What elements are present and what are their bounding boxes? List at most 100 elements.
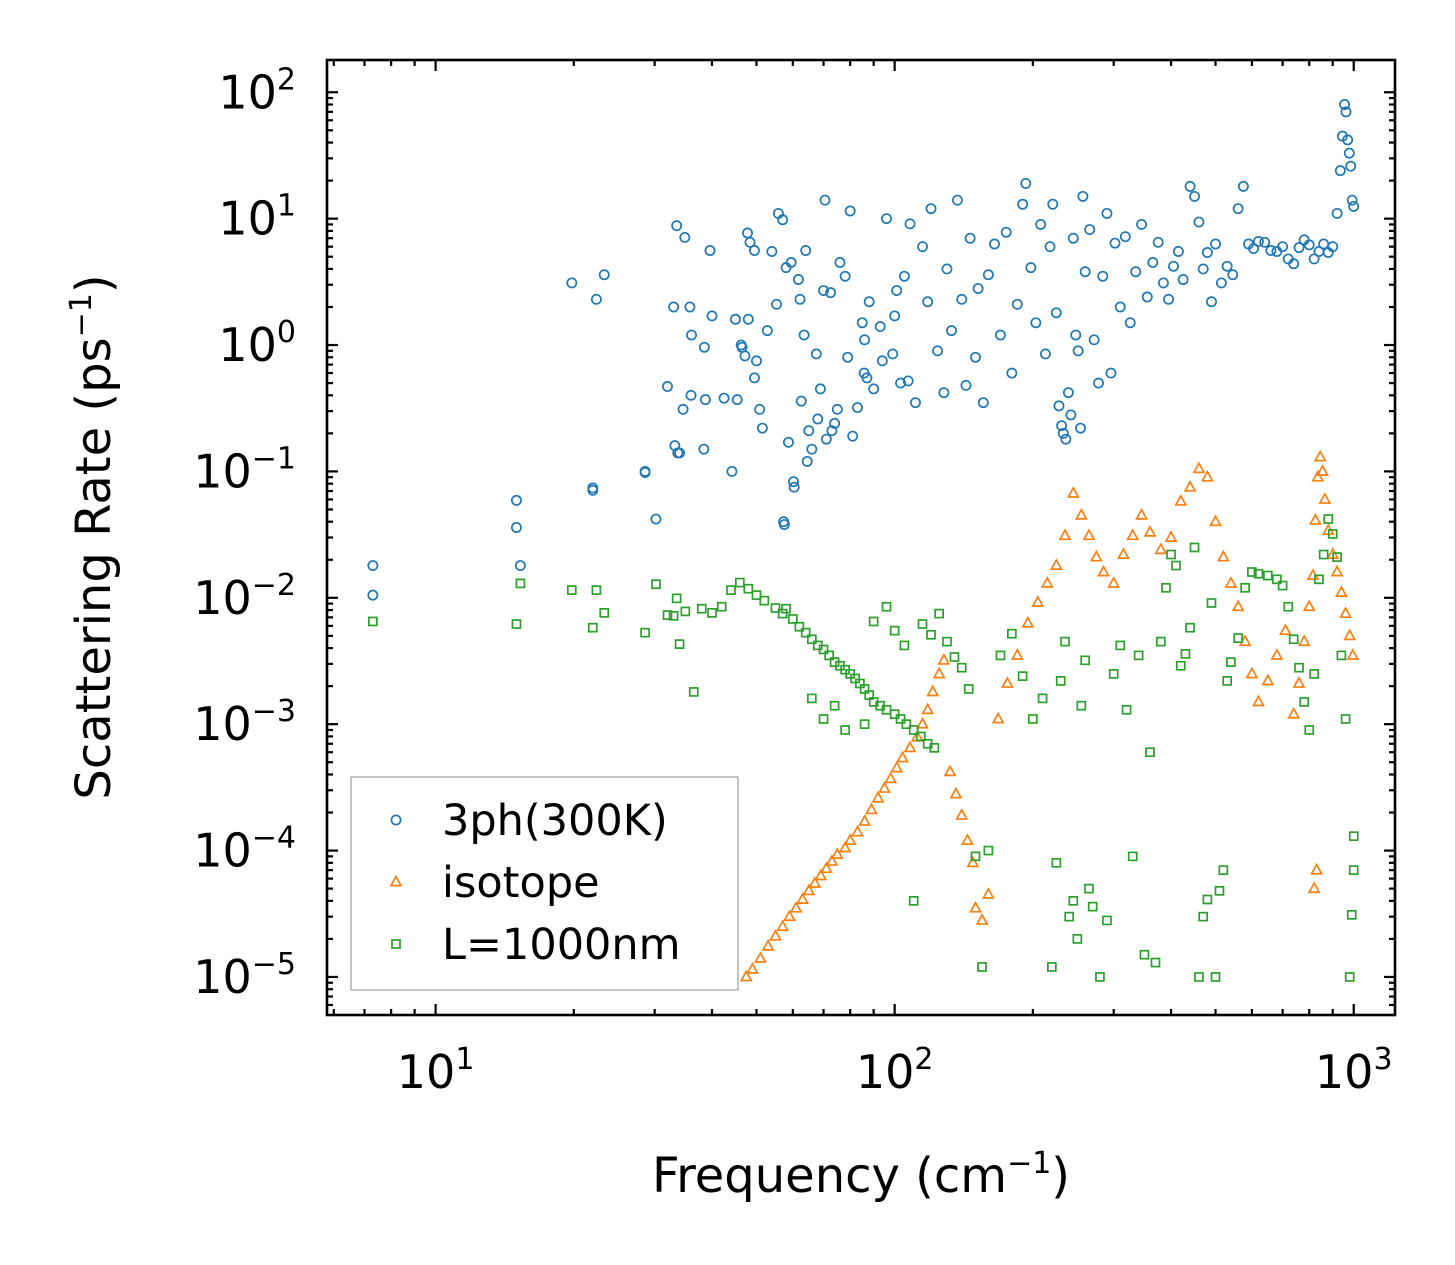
data-point	[1221, 260, 1233, 272]
data-point	[1336, 650, 1347, 661]
data-point	[1307, 881, 1321, 894]
data-point	[1163, 293, 1174, 305]
data-point	[599, 608, 610, 618]
data-point	[707, 608, 717, 618]
data-point	[771, 298, 783, 310]
data-point	[744, 236, 756, 248]
data-point	[887, 348, 899, 360]
data-point	[1192, 461, 1206, 474]
data-point	[591, 585, 602, 595]
data-point	[1126, 528, 1140, 541]
data-point	[902, 375, 914, 387]
data-point	[759, 595, 770, 606]
data-point	[970, 851, 981, 862]
data-point	[1115, 640, 1126, 651]
data-point	[766, 246, 778, 257]
data-point	[756, 422, 768, 434]
data-point	[904, 218, 916, 230]
data-point	[671, 593, 682, 604]
data-point	[1197, 263, 1209, 275]
data-point	[1248, 243, 1259, 254]
data-point	[951, 194, 963, 206]
data-point	[859, 334, 871, 346]
data-point	[1057, 427, 1069, 439]
data-point	[884, 771, 898, 784]
data-point	[881, 213, 892, 225]
data-point	[1155, 636, 1166, 647]
data-point	[1247, 567, 1257, 577]
data-point	[662, 381, 673, 392]
data-point	[1259, 236, 1271, 248]
data-point	[1309, 669, 1320, 679]
data-point	[868, 383, 880, 395]
data-point	[1216, 549, 1230, 562]
data-point	[1265, 245, 1277, 256]
data-point	[566, 585, 577, 595]
data-point	[731, 394, 743, 406]
x-tick-label: 101	[397, 1042, 475, 1099]
data-point	[1164, 530, 1178, 542]
data-point	[1318, 549, 1329, 560]
data-point	[1097, 270, 1109, 282]
data-point	[1152, 236, 1164, 248]
data-point	[650, 513, 662, 525]
data-point	[640, 627, 650, 638]
data-point	[668, 610, 679, 621]
y-tick-label: 102	[218, 62, 296, 119]
data-point	[1210, 972, 1221, 982]
data-point	[1143, 525, 1157, 537]
data-point	[818, 714, 829, 724]
data-point	[1114, 301, 1126, 313]
data-point	[1323, 514, 1334, 524]
data-point	[1127, 851, 1138, 862]
data-point	[1279, 623, 1292, 636]
data-point	[510, 522, 522, 533]
data-point	[917, 241, 928, 253]
data-point	[1105, 367, 1117, 379]
data-point	[566, 277, 578, 289]
data-point	[868, 616, 879, 627]
data-point	[1171, 560, 1181, 571]
data-point	[1080, 655, 1091, 666]
series-1	[739, 449, 1360, 982]
data-point	[1055, 676, 1066, 686]
data-point	[1097, 564, 1110, 577]
data-point	[1072, 934, 1083, 944]
data-point	[1348, 865, 1359, 875]
data-point	[1168, 260, 1179, 272]
data-point	[698, 341, 710, 353]
data-point	[896, 750, 909, 763]
data-point	[1095, 972, 1105, 982]
data-point	[590, 293, 602, 305]
data-point	[1031, 595, 1045, 607]
data-point	[1224, 576, 1238, 588]
data-point	[1121, 704, 1132, 715]
data-point	[806, 693, 817, 704]
data-point	[739, 350, 751, 362]
data-point	[1154, 542, 1168, 555]
legend-label-boundary: L=1000nm	[442, 920, 681, 970]
data-point	[970, 351, 981, 363]
data-point	[1193, 216, 1205, 228]
data-point	[995, 650, 1006, 661]
data-point	[1161, 582, 1171, 593]
data-point	[1049, 558, 1063, 570]
data-point	[739, 969, 753, 982]
data-point	[878, 781, 891, 793]
data-point	[903, 740, 917, 753]
data-point	[1198, 911, 1209, 922]
data-point	[982, 269, 994, 281]
data-point	[1200, 469, 1214, 482]
data-point	[1339, 99, 1350, 110]
data-point	[949, 652, 960, 662]
data-point	[1065, 409, 1077, 421]
data-point	[706, 310, 718, 322]
data-point	[825, 854, 839, 866]
data-point	[1119, 231, 1131, 243]
data-point	[840, 725, 850, 735]
data-point	[1262, 570, 1273, 581]
data-point	[1209, 514, 1222, 527]
data-point	[938, 387, 950, 399]
data-point	[1240, 582, 1250, 593]
data-point	[1293, 242, 1305, 254]
